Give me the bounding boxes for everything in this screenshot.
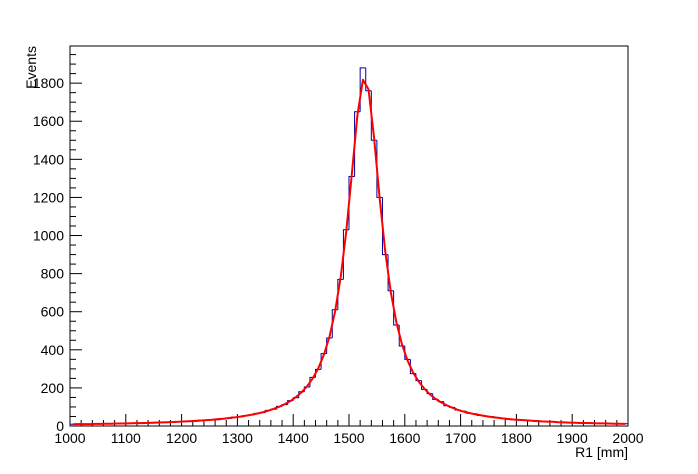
x-tick-label: 1500 [333,430,364,446]
x-tick-label: 1200 [166,430,197,446]
x-tick-label: 2000 [612,430,643,446]
x-tick-label: 1900 [557,430,588,446]
x-tick-label: 1800 [501,430,532,446]
y-axis-label: Events [23,46,39,89]
y-tick-label: 400 [41,342,65,358]
y-tick-label: 0 [56,418,64,434]
y-tick-label: 1600 [33,113,64,129]
x-tick-label: 1300 [222,430,253,446]
y-tick-label: 800 [41,266,65,282]
x-tick-label: 1000 [54,430,85,446]
y-tick-label: 200 [41,380,65,396]
x-tick-label: 1400 [278,430,309,446]
x-axis-label: R1 [mm] [575,444,628,460]
y-tick-label: 1400 [33,151,64,167]
y-tick-label: 600 [41,304,65,320]
plot-frame [69,45,629,427]
x-tick-label: 1600 [389,430,420,446]
y-tick-label: 1800 [33,75,64,91]
x-tick-label: 1700 [445,430,476,446]
x-tick-label: 1100 [111,430,141,446]
fit-curve [72,78,626,426]
y-tick-label: 1200 [33,189,64,205]
y-tick-label: 1000 [33,228,64,244]
